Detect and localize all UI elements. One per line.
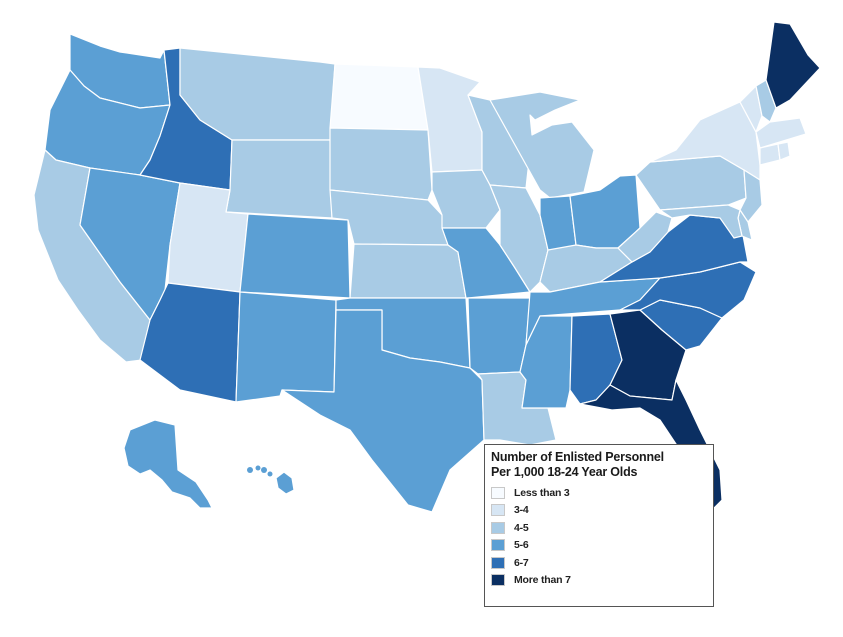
state-md: [659, 204, 743, 239]
state-ct: [759, 143, 781, 166]
legend-row: 6-7: [491, 554, 707, 572]
legend-label: More than 7: [514, 574, 571, 587]
state-nm: [235, 291, 337, 403]
state-ma: [755, 117, 807, 149]
legend-swatch: [491, 521, 505, 534]
state-nd: [329, 63, 429, 131]
hawaii-small-islands: [247, 465, 273, 477]
state-ks: [349, 243, 467, 299]
state-nh: [755, 79, 777, 123]
legend-swatch: [491, 539, 505, 552]
state-il: [489, 184, 549, 293]
legend-title-line1: Number of Enlisted Personnel: [491, 450, 664, 464]
hawaii-island: [261, 467, 267, 473]
map-legend: Number of Enlisted Personnel Per 1,000 1…: [484, 444, 714, 607]
state-ak: [123, 419, 213, 509]
legend-row: Less than 3: [491, 484, 707, 502]
state-sd: [329, 127, 433, 201]
legend-swatch: [491, 556, 505, 569]
legend-row: 3-4: [491, 502, 707, 520]
state-ar: [467, 297, 531, 375]
state-pa: [635, 155, 747, 211]
legend-label: 3-4: [514, 504, 529, 517]
hawaii-island: [255, 465, 261, 471]
legend-label: 6-7: [514, 556, 529, 569]
state-shapes: [33, 21, 821, 513]
legend-swatch: [491, 504, 505, 517]
legend-row: 5-6: [491, 537, 707, 555]
legend-title-line2: Per 1,000 18-24 Year Olds: [491, 465, 638, 479]
state-fl: [579, 379, 723, 509]
state-wy: [225, 139, 333, 219]
hawaii-island: [247, 467, 253, 473]
state-wv: [617, 211, 673, 263]
state-hi: [275, 471, 295, 495]
state-nc: [619, 261, 757, 319]
hawaii-island: [267, 471, 273, 477]
legend-swatch: [491, 574, 505, 587]
legend-swatch: [491, 486, 505, 499]
state-ri: [777, 141, 791, 161]
state-tx: [281, 309, 485, 513]
state-me: [765, 21, 821, 109]
legend-label: 5-6: [514, 539, 529, 552]
state-mo: [441, 227, 531, 299]
legend-label: Less than 3: [514, 486, 570, 499]
legend-label: 4-5: [514, 521, 529, 534]
state-co: [239, 213, 351, 299]
legend-rows: Less than 3 3-4 4-5 5-6 6-7 More than 7: [491, 484, 707, 589]
state-ny: [649, 101, 761, 181]
legend-row: More than 7: [491, 572, 707, 590]
legend-row: 4-5: [491, 519, 707, 537]
